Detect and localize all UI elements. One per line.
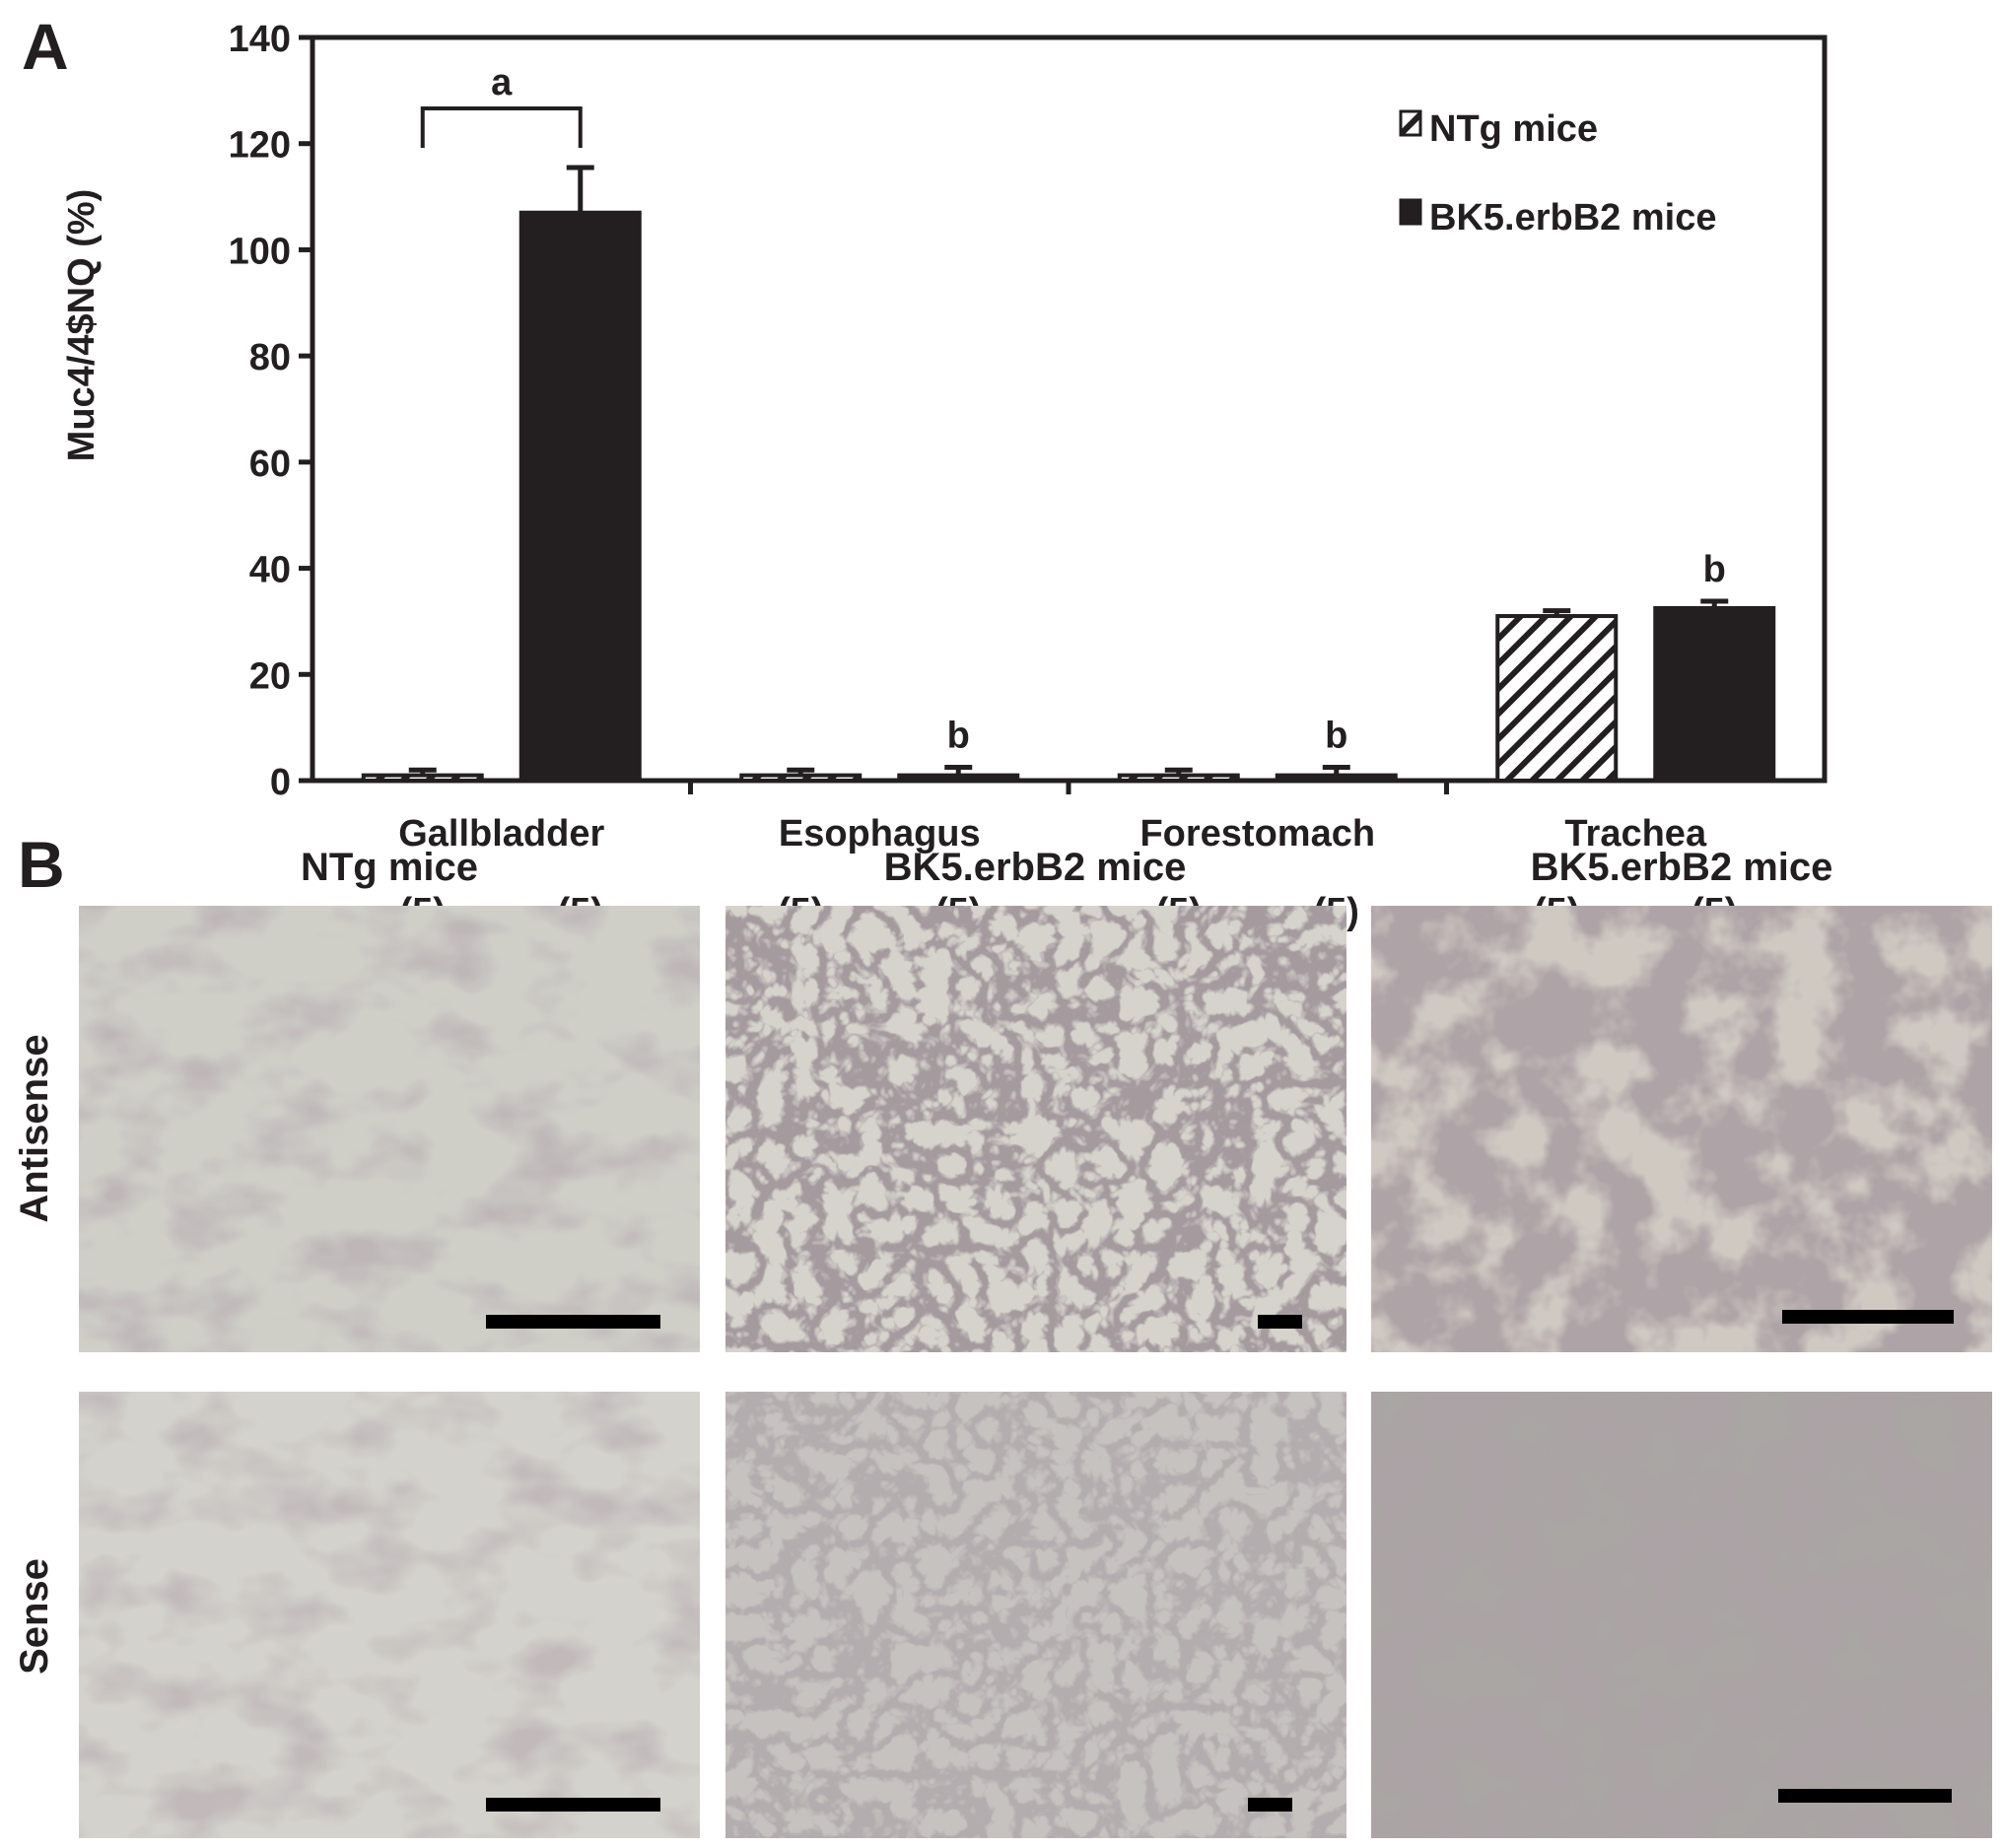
category-label: Esophagus [779,813,981,855]
tissue-texture [1371,1392,1992,1838]
significance-letter: b [947,716,970,757]
scale-bar [1778,1789,1952,1803]
bar-hatched [1495,614,1619,783]
tissue-texture [79,1392,700,1838]
bar-solid [1275,773,1398,783]
column-title-1: NTg mice [301,846,478,889]
category-label: Gallbladder [398,813,604,855]
micrograph-bk5-sense-1 [725,1392,1346,1838]
significance-letter: b [1325,716,1347,757]
row-label-antisense: Antisense [13,1034,56,1222]
tissue-texture [725,906,1346,1352]
micrograph-bk5-sense-2 [1371,1392,1992,1838]
bar-solid [897,773,1020,783]
bar-hatched [1117,773,1240,783]
panel-b-label: B [18,828,65,901]
y-tick-label: 0 [270,762,291,803]
y-tick-label: 60 [249,444,291,485]
legend-swatch [1399,198,1422,226]
panel-a-label: A [22,10,69,83]
y-tick-label: 140 [229,19,291,60]
bar-chart: 020406080100120140Gallbladder(5)(5)Esoph… [229,19,1828,932]
legend-swatch [1399,109,1422,137]
category-label: Forestomach [1139,813,1375,855]
tissue-texture [79,906,700,1352]
legend-label: BK5.erbB2 mice [1429,197,1716,239]
y-tick-label: 100 [229,231,291,272]
y-axis-label: Muc4/4$NQ (%) [61,189,103,462]
category-label: Trachea [1564,813,1707,855]
micrograph-bk5-antisense-2 [1371,906,1992,1352]
scale-bar [1258,1315,1302,1329]
micrograph-ntg-antisense [79,906,700,1352]
micrograph-bk5-antisense-1 [725,906,1346,1352]
row-label-sense: Sense [13,1558,56,1675]
bar-hatched [739,773,863,783]
legend-label: NTg mice [1429,108,1598,150]
micrograph-ntg-sense [79,1392,700,1838]
micrograph-grid [79,906,1992,1838]
tissue-texture [1371,906,1992,1352]
y-tick-label: 80 [249,337,291,378]
bar-hatched [361,773,484,783]
significance-letter: b [1703,549,1726,590]
significance-bracket [420,106,583,148]
tissue-texture [725,1392,1346,1838]
scale-bar [1248,1798,1292,1812]
scale-bar [486,1798,660,1812]
column-title-2: BK5.erbB2 mice [884,846,1187,889]
y-tick-label: 40 [249,550,291,591]
column-title-3: BK5.erbB2 mice [1531,846,1833,889]
bar-solid [1653,605,1776,784]
y-tick-label: 120 [229,125,291,167]
y-tick-label: 20 [249,655,291,697]
bar-solid [518,210,642,783]
scale-bar [1782,1310,1954,1324]
scale-bar [486,1315,660,1329]
significance-letter: a [491,62,513,103]
